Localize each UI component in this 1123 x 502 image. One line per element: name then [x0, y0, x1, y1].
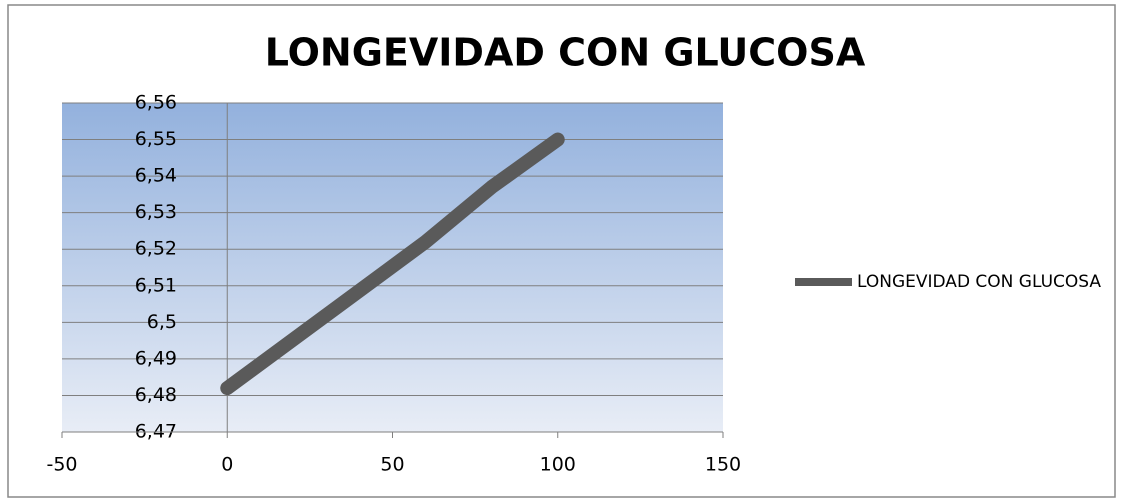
chart-title: LONGEVIDAD CON GLUCOSA: [265, 31, 866, 75]
legend-label: LONGEVIDAD CON GLUCOSA: [857, 272, 1102, 292]
data-line: [220, 132, 565, 396]
y-tick-label: 6,54: [135, 165, 177, 187]
x-tick-label: 150: [705, 454, 741, 476]
x-tick-label: 0: [221, 454, 233, 476]
x-tick-label: 100: [540, 454, 576, 476]
y-tick-label: 6,56: [135, 92, 177, 114]
y-tick-label: 6,53: [135, 201, 177, 223]
y-tick-label: 6,5: [147, 311, 177, 333]
x-tick-label: 50: [380, 454, 404, 476]
y-tick-label: 6,52: [135, 238, 177, 260]
y-tick-label: 6,49: [135, 347, 177, 369]
y-tick-label: 6,51: [135, 274, 177, 296]
y-tick-label: 6,48: [135, 384, 177, 406]
y-tick-label: 6,55: [135, 128, 177, 150]
x-tick-label: -50: [46, 454, 77, 476]
